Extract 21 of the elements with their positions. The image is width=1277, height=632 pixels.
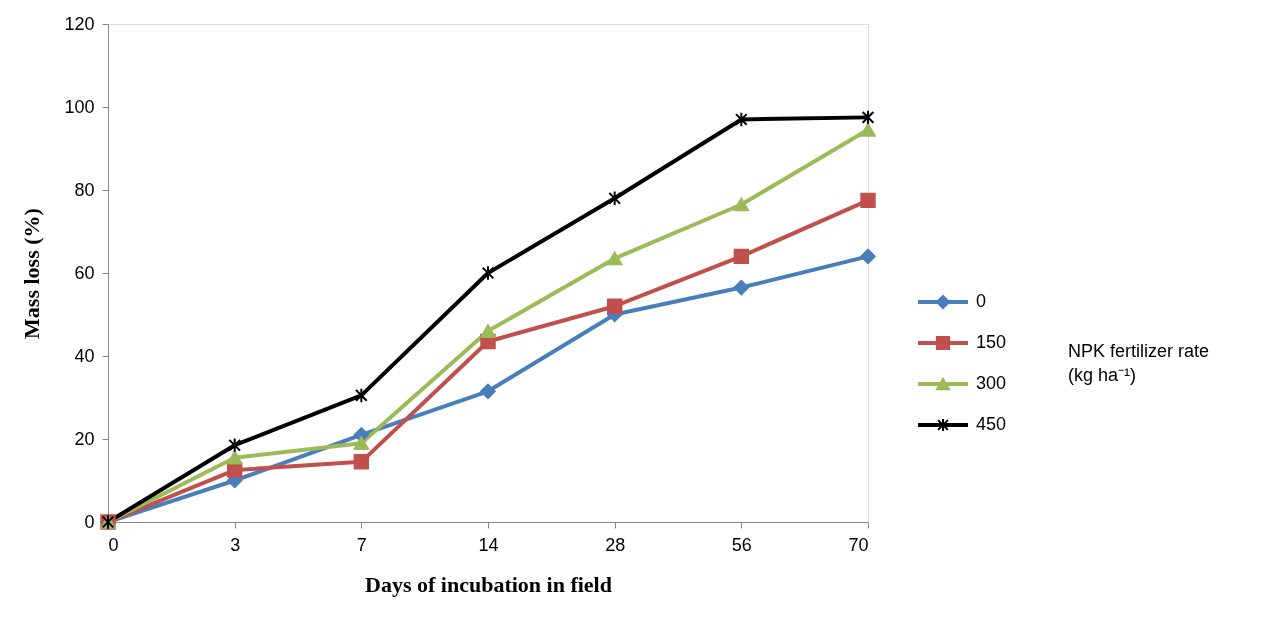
y-tick-label: 80 bbox=[74, 179, 95, 200]
x-tick-label: 0 bbox=[108, 534, 119, 555]
legend-title: NPK fertilizer rate (kg ha⁻¹) bbox=[1068, 340, 1210, 385]
y-tick-label: 100 bbox=[64, 96, 95, 117]
y-tick-label: 20 bbox=[74, 428, 95, 449]
y-tick-label: 0 bbox=[84, 511, 95, 532]
x-axis-title: Days of incubation in field bbox=[365, 571, 612, 597]
y-tick-label: 60 bbox=[74, 262, 95, 283]
x-tick-label: 56 bbox=[731, 534, 752, 555]
y-tick-label: 40 bbox=[74, 345, 95, 366]
x-tick-label: 7 bbox=[356, 534, 367, 555]
legend-label: 0 bbox=[976, 291, 987, 311]
x-tick-label: 14 bbox=[478, 534, 499, 555]
legend-label: 300 bbox=[976, 373, 1007, 393]
x-tick-label: 28 bbox=[605, 534, 626, 555]
y-axis-title: Mass loss (%) bbox=[19, 208, 45, 339]
x-tick-label: 70 bbox=[848, 534, 869, 555]
y-tick-label: 120 bbox=[64, 13, 95, 34]
legend-label: 150 bbox=[976, 332, 1007, 352]
x-tick-label: 3 bbox=[230, 534, 241, 555]
legend-label: 450 bbox=[976, 414, 1007, 434]
